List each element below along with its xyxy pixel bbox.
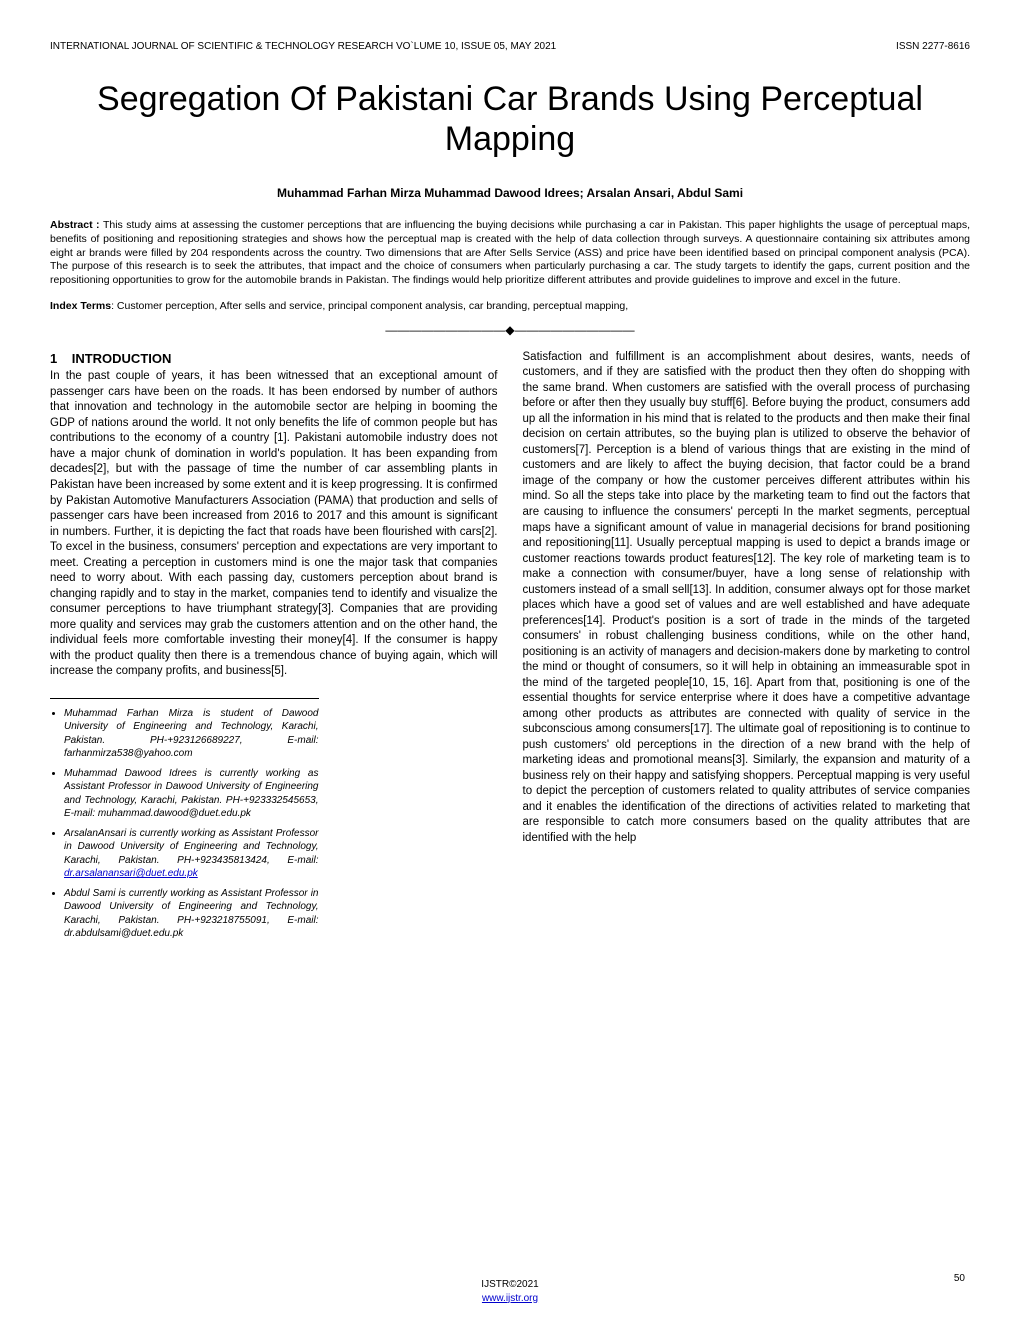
author-footnote: Muhammad Dawood Idrees is currently work… bbox=[64, 767, 319, 821]
author-email-link[interactable]: dr.arsalanansari@duet.edu.pk bbox=[64, 868, 198, 879]
separator-ornament: ——————————◆—————————— bbox=[50, 322, 970, 338]
running-header: INTERNATIONAL JOURNAL OF SCIENTIFIC & TE… bbox=[50, 40, 970, 54]
page-footer: IJSTR©2021 www.ijstr.org bbox=[0, 1278, 1020, 1305]
author-footnote: Abdul Sami is currently working as Assis… bbox=[64, 887, 319, 941]
abstract-block: Abstract : This study aims at assessing … bbox=[50, 219, 970, 287]
body-paragraph: Satisfaction and fulfillment is an accom… bbox=[523, 350, 971, 847]
section-heading: 1 INTRODUCTION bbox=[50, 350, 498, 368]
two-column-body: 1 INTRODUCTION In the past couple of yea… bbox=[50, 350, 970, 947]
abstract-label: Abstract : bbox=[50, 219, 103, 231]
author-footnote: ArsalanAnsari is currently working as As… bbox=[64, 827, 319, 881]
author-footnote: Muhammad Farhan Mirza is student of Dawo… bbox=[64, 707, 319, 761]
paper-title: Segregation Of Pakistani Car Brands Usin… bbox=[50, 79, 970, 161]
footer-link[interactable]: www.ijstr.org bbox=[482, 1293, 538, 1304]
index-terms-label: Index Terms bbox=[50, 300, 111, 312]
header-left: INTERNATIONAL JOURNAL OF SCIENTIFIC & TE… bbox=[50, 40, 556, 54]
intro-paragraph: In the past couple of years, it has been… bbox=[50, 369, 498, 679]
author-list: Muhammad Farhan Mirza Muhammad Dawood Id… bbox=[50, 185, 970, 201]
header-right: ISSN 2277-8616 bbox=[896, 40, 970, 54]
left-column: 1 INTRODUCTION In the past couple of yea… bbox=[50, 350, 498, 947]
index-terms-text: : Customer perception, After sells and s… bbox=[111, 300, 628, 312]
section-number: 1 bbox=[50, 351, 57, 366]
footer-copyright: IJSTR©2021 bbox=[0, 1278, 1020, 1292]
abstract-text: This study aims at assessing the custome… bbox=[50, 219, 970, 286]
section-title: INTRODUCTION bbox=[72, 351, 172, 366]
author-footnote-box: Muhammad Farhan Mirza is student of Dawo… bbox=[50, 698, 319, 941]
index-terms-block: Index Terms: Customer perception, After … bbox=[50, 299, 970, 313]
right-column: Satisfaction and fulfillment is an accom… bbox=[523, 350, 971, 947]
